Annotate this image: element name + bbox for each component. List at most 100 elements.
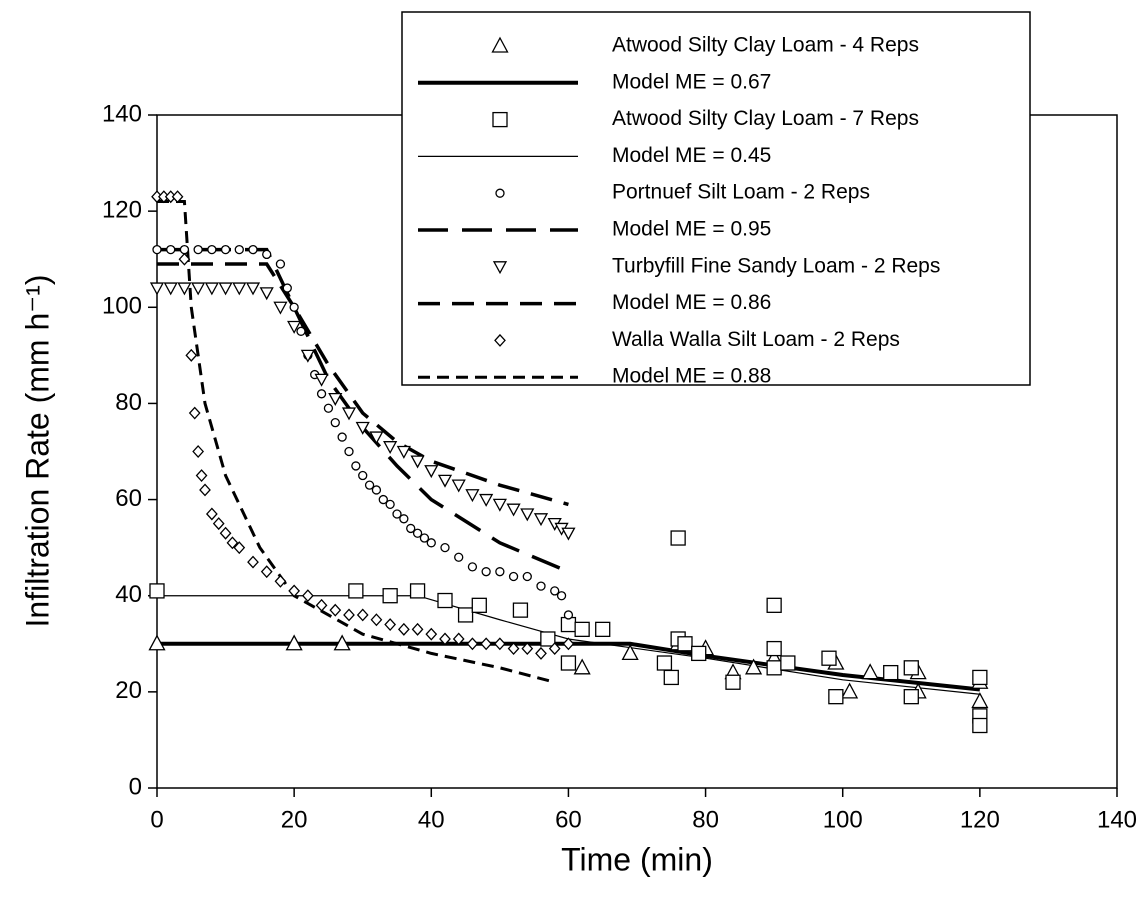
marker <box>656 655 673 671</box>
marker <box>344 446 354 457</box>
marker <box>903 689 919 705</box>
model-line <box>157 200 556 684</box>
marker <box>512 602 529 618</box>
marker <box>861 663 879 680</box>
marker <box>296 326 306 336</box>
marker <box>348 583 364 599</box>
marker <box>330 418 340 428</box>
marker <box>454 552 464 562</box>
marker <box>439 632 451 646</box>
y-tick-label: 140 <box>102 100 142 127</box>
marker <box>507 642 520 656</box>
marker <box>466 637 479 651</box>
marker <box>212 517 225 531</box>
marker <box>560 655 577 671</box>
marker <box>883 664 899 681</box>
y-tick-label: 100 <box>102 293 142 320</box>
marker <box>471 597 487 613</box>
marker <box>451 479 466 493</box>
marker <box>480 637 493 651</box>
marker <box>300 349 315 363</box>
marker <box>540 631 556 647</box>
x-tick-label: 100 <box>823 806 863 833</box>
x-tick-label: 80 <box>692 806 719 833</box>
marker <box>563 610 574 620</box>
marker <box>384 618 397 632</box>
y-tick-label: 40 <box>115 581 142 608</box>
marker <box>521 642 534 656</box>
marker <box>219 526 232 540</box>
marker <box>725 674 741 690</box>
marker <box>356 608 369 622</box>
marker <box>621 644 639 661</box>
marker <box>262 249 272 260</box>
marker <box>218 282 233 296</box>
y-tick-label: 80 <box>115 389 142 416</box>
marker <box>562 637 575 651</box>
marker <box>840 682 859 699</box>
marker <box>535 646 547 660</box>
marker <box>465 489 480 503</box>
marker <box>193 244 203 255</box>
marker <box>437 592 453 609</box>
marker <box>205 507 218 521</box>
marker <box>677 636 693 652</box>
legend-label: Atwood Silty Clay Loam - 4 Reps <box>612 34 919 57</box>
x-tick-label: 40 <box>418 806 445 833</box>
marker <box>369 431 384 445</box>
marker <box>171 190 184 204</box>
marker <box>195 469 208 483</box>
legend: Atwood Silty Clay Loam - 4 Reps Model ME … <box>401 11 1031 388</box>
marker <box>412 528 423 538</box>
marker <box>329 603 342 617</box>
marker <box>355 421 370 435</box>
marker <box>178 252 191 266</box>
marker <box>148 634 166 651</box>
legend-label: Model ME = 0.67 <box>612 70 771 93</box>
marker <box>301 589 314 603</box>
marker <box>548 642 561 656</box>
marker <box>191 282 206 296</box>
legend-label: Model ME = 0.88 <box>612 365 771 388</box>
marker <box>371 485 382 495</box>
marker <box>426 538 436 548</box>
marker <box>595 621 611 638</box>
marker <box>234 244 244 255</box>
marker <box>410 455 425 469</box>
marker <box>273 301 288 315</box>
marker <box>452 632 465 646</box>
marker <box>780 655 796 671</box>
marker <box>506 503 521 517</box>
marker <box>406 523 416 534</box>
marker <box>364 480 375 490</box>
x-tick-label: 120 <box>960 806 1000 833</box>
marker <box>399 514 409 524</box>
marker <box>419 533 430 543</box>
marker <box>341 407 357 421</box>
marker <box>287 320 302 334</box>
marker <box>163 282 178 296</box>
marker <box>289 302 299 312</box>
marker <box>382 588 398 604</box>
marker <box>370 613 383 627</box>
marker <box>491 36 509 53</box>
y-tick-label: 20 <box>115 677 142 704</box>
marker <box>972 669 988 686</box>
legend-box <box>401 11 1031 386</box>
marker <box>152 244 162 255</box>
marker <box>285 634 303 651</box>
marker <box>260 565 273 579</box>
marker <box>561 527 576 541</box>
marker <box>323 403 334 413</box>
marker <box>424 465 439 479</box>
marker <box>333 634 351 651</box>
plot-area <box>148 190 989 734</box>
marker <box>536 581 546 591</box>
marker <box>766 597 782 613</box>
legend-label: Model ME = 0.86 <box>612 291 771 314</box>
marker <box>494 333 506 347</box>
x-axis-title: Time (min) <box>561 841 713 877</box>
marker <box>828 689 844 705</box>
marker <box>495 567 505 577</box>
marker <box>149 282 165 296</box>
